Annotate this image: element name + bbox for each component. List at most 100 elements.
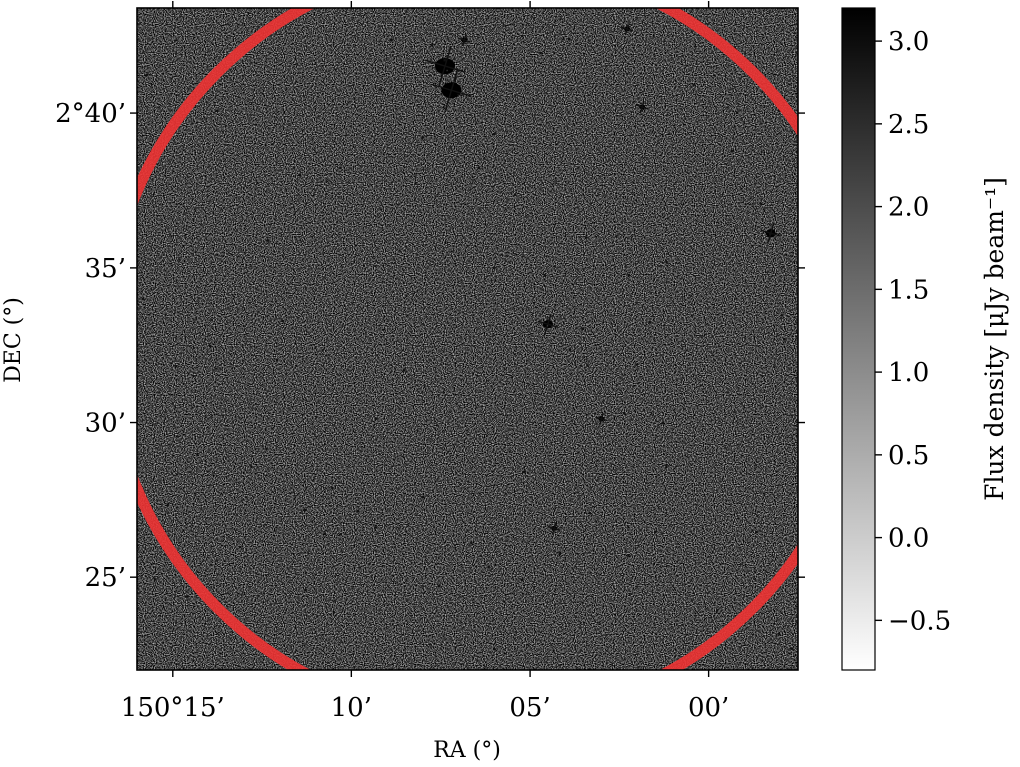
noise-speck <box>294 63 297 66</box>
noise-speck <box>520 578 524 582</box>
noise-speck <box>528 577 530 579</box>
noise-speck <box>645 277 647 279</box>
noise-speck <box>347 251 349 254</box>
noise-speck <box>511 28 513 30</box>
noise-speck <box>325 530 328 532</box>
noise-speck <box>604 282 606 284</box>
noise-speck <box>662 25 666 28</box>
noise-speck <box>795 143 798 145</box>
noise-speck <box>156 339 159 341</box>
noise-speck <box>491 568 493 570</box>
noise-speck <box>426 271 428 273</box>
noise-speck <box>318 53 321 55</box>
noise-speck <box>432 261 434 263</box>
noise-speck <box>558 552 562 555</box>
noise-speck <box>267 573 269 575</box>
noise-speck <box>685 594 688 597</box>
noise-speck <box>755 530 758 534</box>
noise-speck <box>299 239 301 242</box>
x-axis-label: RA (°) <box>433 738 501 763</box>
noise-speck <box>407 613 409 615</box>
noise-speck <box>769 629 771 632</box>
noise-speck <box>223 401 225 403</box>
noise-speck <box>268 469 271 471</box>
noise-speck <box>320 180 322 183</box>
noise-speck <box>486 341 488 343</box>
noise-speck <box>145 51 147 53</box>
noise-speck <box>506 198 509 201</box>
noise-speck <box>165 275 167 277</box>
noise-speck <box>219 656 221 658</box>
noise-speck <box>630 236 633 239</box>
noise-speck <box>778 643 781 645</box>
noise-speck <box>172 627 174 630</box>
noise-speck <box>721 577 724 579</box>
noise-speck <box>483 507 485 510</box>
noise-speck <box>650 412 653 415</box>
noise-speck <box>323 217 325 220</box>
noise-speck <box>240 594 243 596</box>
noise-speck <box>158 480 161 484</box>
noise-speck <box>492 266 495 270</box>
noise-speck <box>605 157 607 160</box>
noise-speck <box>579 360 582 362</box>
noise-speck <box>769 232 772 236</box>
noise-speck <box>186 591 189 593</box>
noise-speck <box>635 363 638 366</box>
noise-speck <box>572 442 574 445</box>
noise-speck <box>755 524 758 527</box>
noise-speck <box>702 598 705 600</box>
noise-speck <box>694 45 696 47</box>
noise-speck <box>397 78 399 81</box>
noise-speck <box>380 208 383 211</box>
noise-speck <box>262 93 265 96</box>
noise-speck <box>280 596 282 598</box>
noise-speck <box>372 257 374 259</box>
noise-speck <box>527 384 529 386</box>
noise-speck <box>459 378 462 380</box>
noise-speck <box>473 361 476 364</box>
noise-speck <box>549 590 551 592</box>
noise-speck <box>787 256 790 258</box>
noise-speck <box>515 632 517 634</box>
noise-speck <box>210 319 212 321</box>
noise-speck <box>443 249 445 252</box>
noise-speck <box>427 174 430 177</box>
noise-speck <box>785 429 787 431</box>
noise-speck <box>515 466 517 469</box>
noise-speck <box>730 94 733 96</box>
noise-speck <box>221 403 224 405</box>
noise-speck <box>554 265 556 268</box>
noise-speck <box>285 173 288 175</box>
radio-source <box>458 33 471 47</box>
noise-speck <box>759 491 763 494</box>
noise-speck <box>386 263 388 265</box>
noise-speck <box>573 171 575 173</box>
noise-speck <box>775 311 778 313</box>
noise-speck <box>263 592 265 594</box>
noise-speck <box>256 182 258 184</box>
noise-speck <box>438 491 440 494</box>
noise-speck <box>166 503 169 507</box>
noise-speck <box>585 47 588 50</box>
noise-speck <box>307 551 309 554</box>
noise-speck <box>231 218 234 221</box>
noise-speck <box>705 624 708 628</box>
noise-speck <box>714 190 716 192</box>
noise-speck <box>477 166 481 170</box>
noise-speck <box>578 62 581 65</box>
noise-speck <box>658 96 661 98</box>
noise-speck <box>752 227 755 230</box>
noise-speck <box>368 571 371 573</box>
noise-speck <box>654 530 657 534</box>
noise-speck <box>696 612 698 614</box>
noise-speck <box>222 250 224 253</box>
noise-speck <box>466 420 468 423</box>
noise-speck <box>733 533 736 535</box>
noise-speck <box>502 25 505 27</box>
noise-speck <box>251 450 253 453</box>
noise-speck <box>584 236 588 239</box>
y-tick-label: 25’ <box>85 563 126 593</box>
noise-speck <box>692 84 695 87</box>
y-axis-label: DEC (°) <box>1 297 26 383</box>
